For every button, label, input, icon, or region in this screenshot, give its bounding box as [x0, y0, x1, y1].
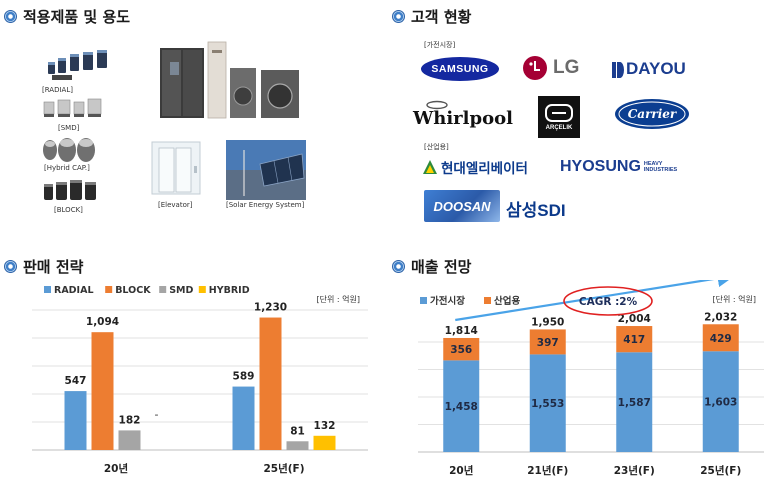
hybrid-label: [Hybrid CAP.] [44, 164, 90, 172]
hybrid-capacitor-image [43, 138, 95, 162]
segment-value-label: 1,587 [618, 397, 651, 409]
carrier-logo: Carrier [614, 98, 690, 130]
total-value-label: 1,950 [531, 316, 564, 328]
legend-label: BLOCK [115, 285, 151, 296]
bar-segment [702, 351, 739, 452]
samsung-sdi-logo: 삼성SDI [506, 200, 566, 220]
category-label: 25년(F) [700, 464, 741, 477]
product-images: [RADIAL] [SMD] [Hybrid CAP.] [BLOCK] [El… [30, 40, 330, 220]
legend-label: HYBRID [209, 285, 250, 296]
legend-label: SMD [169, 285, 193, 296]
block-capacitor-image [44, 180, 96, 200]
bullet-icon [4, 260, 17, 273]
legend-swatch [44, 286, 51, 293]
solar-label: [Solar Energy System] [226, 201, 305, 209]
dayou-logo: DAYOU [612, 58, 692, 80]
solar-image [226, 140, 306, 200]
bar-segment [702, 324, 739, 352]
appliance-market-tag: [가전시장] [424, 41, 456, 49]
cagr-annotation: CAGR :2% [579, 296, 638, 308]
radial-capacitor-image [48, 50, 107, 80]
arcelik-logo: ARÇELIK [538, 96, 580, 138]
bar-value-label: 1,094 [86, 316, 119, 328]
bullet-icon [392, 10, 405, 23]
bar-value-label: 547 [65, 375, 87, 387]
segment-value-label: 1,458 [445, 401, 478, 413]
segment-value-label: 1,553 [531, 398, 564, 410]
legend-swatch [484, 297, 491, 304]
bar [259, 317, 282, 450]
samsung-logo: SAMSUNG [420, 56, 500, 82]
industrial-tag: [산업용] [424, 143, 449, 151]
bar-value-label: 589 [233, 371, 255, 383]
unit-label: [단위 : 억원] [713, 294, 756, 304]
bar [313, 435, 336, 450]
missing-value-label: - [155, 408, 159, 421]
bullet-icon [392, 260, 405, 273]
legend-label: 산업용 [494, 295, 520, 307]
block-label: [BLOCK] [54, 206, 83, 214]
legend-label: RADIAL [54, 285, 94, 296]
section-title: 매출 전망 [411, 258, 472, 276]
segment-value-label: 1,603 [704, 397, 737, 409]
section-title: 판매 전략 [23, 258, 84, 276]
bar [286, 441, 309, 450]
bar-segment [443, 360, 480, 452]
category-label: 20년 [449, 464, 473, 477]
section-title: 적용제품 및 용도 [23, 8, 131, 26]
bar-value-label: 182 [119, 414, 141, 426]
bar-segment [616, 352, 653, 452]
smd-label: [SMD] [58, 124, 80, 132]
trend-arrow [455, 280, 736, 322]
bar-segment [616, 326, 653, 353]
bar [118, 430, 141, 450]
section-header-products: 적용제품 및 용도 [4, 6, 130, 27]
total-value-label: 1,814 [445, 325, 478, 337]
bar-value-label: 132 [314, 420, 336, 432]
bar-segment [443, 337, 480, 361]
category-label: 20년 [104, 462, 128, 475]
section-header-customers: 고객 현황 [392, 6, 471, 27]
category-label: 25년(F) [263, 462, 304, 475]
bullet-icon [4, 10, 17, 23]
legend-swatch [420, 297, 427, 304]
elevator-image [151, 141, 201, 195]
total-value-label: 2,032 [704, 311, 737, 323]
bar-segment [529, 354, 566, 452]
segment-value-label: 417 [623, 334, 645, 346]
bar-segment [529, 329, 566, 355]
legend-swatch [105, 286, 113, 293]
hyundai-elevator-logo: 현대엘리베이터 [422, 156, 548, 178]
elevator-label: [Elevator] [158, 201, 193, 209]
category-label: 21년(F) [527, 464, 568, 477]
legend-swatch [198, 286, 206, 293]
bar-value-label: 81 [290, 425, 305, 437]
unit-label: [단위 : 억원] [317, 294, 360, 304]
segment-value-label: 429 [710, 333, 732, 345]
section-header-strategy: 판매 전략 [4, 256, 83, 277]
segment-value-label: 356 [450, 344, 472, 356]
legend-swatch [159, 286, 167, 293]
doosan-logo: DOOSAN [424, 190, 500, 222]
total-value-label: 2,004 [618, 313, 651, 325]
sales-strategy-chart: RADIAL BLOCK SMD HYBRID [단위 : 억원] 547 1,094 182… [30, 278, 370, 486]
hyosung-logo: HYOSUNG HEAVY INDUSTRIES [560, 158, 678, 175]
bar [232, 386, 255, 450]
bar-value-label: 1,230 [254, 302, 287, 314]
lg-logo: LG [522, 54, 586, 82]
annotation-circle [563, 286, 653, 316]
segment-value-label: 397 [537, 337, 559, 349]
section-header-outlook: 매출 전망 [392, 256, 471, 277]
category-label: 23년(F) [614, 464, 655, 477]
radial-label: [RADIAL] [42, 86, 73, 94]
legend-label: 가전시장 [430, 295, 465, 307]
bar [91, 332, 114, 450]
sales-outlook-chart: 가전시장 산업용 [단위 : 억원] 1,458 356 1,814 20년 1,553 397… [416, 280, 768, 488]
smd-capacitor-image [43, 98, 102, 117]
section-title: 고객 현황 [411, 8, 472, 26]
bar [64, 391, 87, 450]
whirlpool-logo: Whirlpool [413, 100, 513, 130]
appliances-image [160, 41, 299, 119]
